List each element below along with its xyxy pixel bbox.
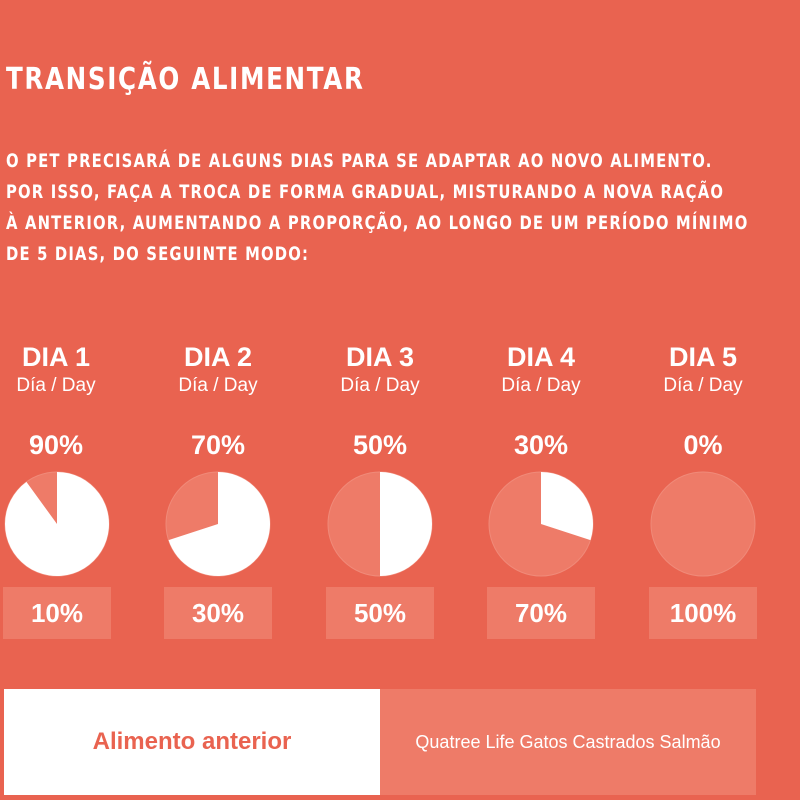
new-food-pct-box: 100% <box>649 587 757 639</box>
new-food-pct-box: 30% <box>164 587 272 639</box>
pie-slice-new-food <box>650 471 756 577</box>
day-sub: Día / Day <box>663 375 743 396</box>
day-label: DIA 5 <box>668 342 737 372</box>
legend-previous-food: Alimento anterior <box>4 689 380 795</box>
new-food-pct-box: 50% <box>326 587 434 639</box>
pie-slice-previous-food <box>380 472 432 576</box>
legend-new-food: Quatree Life Gatos Castrados Salmão <box>380 689 756 795</box>
day-label: DIA 4 <box>506 342 575 372</box>
day-sub: Día / Day <box>340 375 420 396</box>
day-label: DIA 1 <box>21 342 90 372</box>
day-column-1: DIA 1 Día / Day 90% <box>0 340 126 462</box>
pie-chart-day-5 <box>650 471 756 577</box>
pie-chart-day-1 <box>4 471 110 577</box>
pie-slice-previous-food <box>168 472 270 576</box>
pie-chart-day-4 <box>488 471 594 577</box>
day-column-4: DIA 4 Día / Day 30% <box>471 340 611 462</box>
pie-slice-previous-food <box>4 472 110 576</box>
day-label: DIA 3 <box>345 342 414 372</box>
page-title: TRANSIÇÃO ALIMENTAR <box>6 62 365 97</box>
day-label: DIA 2 <box>183 342 252 372</box>
pie-slice-previous-food <box>541 472 593 541</box>
intro-line: O PET PRECISARÁ DE ALGUNS DIAS PARA SE A… <box>6 150 713 172</box>
day-column-5: DIA 5 Día / Day 0% <box>633 340 773 462</box>
day-sub: Día / Day <box>501 375 581 396</box>
previous-food-pct: 90% <box>28 430 84 460</box>
day-sub: Día / Day <box>178 375 258 396</box>
intro-line: DE 5 DIAS, DO SEGUINTE MODO: <box>6 243 310 265</box>
intro-line: À ANTERIOR, AUMENTANDO A PROPORÇÃO, AO L… <box>6 212 749 234</box>
new-food-pct-box: 70% <box>487 587 595 639</box>
previous-food-pct: 50% <box>352 430 408 460</box>
intro-line: POR ISSO, FAÇA A TROCA DE FORMA GRADUAL,… <box>6 181 725 203</box>
day-column-2: DIA 2 Día / Day 70% <box>148 340 288 462</box>
pie-chart-day-2 <box>165 471 271 577</box>
previous-food-pct: 30% <box>513 430 569 460</box>
day-sub: Día / Day <box>16 375 96 396</box>
intro-text: O PET PRECISARÁ DE ALGUNS DIAS PARA SE A… <box>6 146 786 270</box>
pie-chart-day-3 <box>327 471 433 577</box>
previous-food-pct: 70% <box>190 430 246 460</box>
previous-food-pct: 0% <box>683 430 723 460</box>
day-column-3: DIA 3 Día / Day 50% <box>310 340 450 462</box>
new-food-pct-box: 10% <box>3 587 111 639</box>
